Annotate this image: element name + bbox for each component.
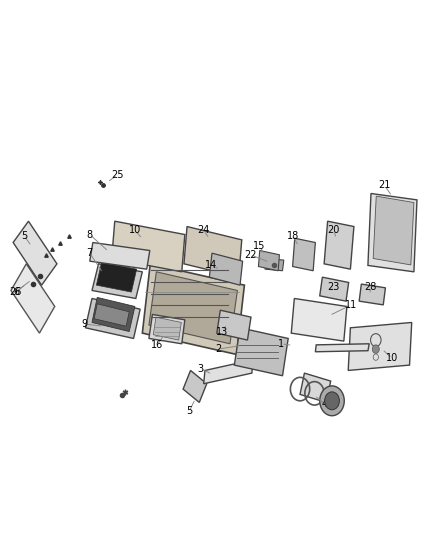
Text: 2: 2 [215, 344, 221, 354]
Polygon shape [359, 284, 385, 305]
Text: 23: 23 [328, 282, 340, 292]
Text: 13: 13 [216, 327, 229, 336]
Polygon shape [149, 272, 237, 344]
Circle shape [325, 392, 339, 410]
Text: 3: 3 [198, 364, 204, 374]
Text: 6: 6 [14, 287, 20, 297]
Polygon shape [112, 221, 185, 272]
Polygon shape [291, 298, 347, 341]
Polygon shape [13, 221, 57, 285]
Text: 26: 26 [9, 287, 21, 297]
Polygon shape [373, 196, 414, 265]
Polygon shape [153, 317, 181, 340]
Text: 1: 1 [278, 339, 284, 349]
Text: 21: 21 [378, 181, 391, 190]
Text: 20: 20 [328, 225, 340, 235]
Text: 16: 16 [151, 341, 163, 350]
Text: 25: 25 [111, 170, 124, 180]
Polygon shape [368, 193, 417, 272]
Text: 8: 8 [87, 230, 93, 239]
Polygon shape [96, 262, 137, 292]
Text: 5: 5 [21, 231, 27, 240]
Polygon shape [142, 264, 244, 354]
Polygon shape [204, 360, 253, 384]
Polygon shape [183, 370, 207, 402]
Polygon shape [92, 264, 142, 298]
Polygon shape [92, 297, 135, 332]
Text: 18: 18 [286, 231, 299, 240]
Circle shape [372, 345, 379, 353]
Polygon shape [348, 322, 412, 370]
Polygon shape [315, 344, 369, 352]
Text: 4: 4 [322, 399, 328, 409]
Polygon shape [149, 314, 185, 344]
Polygon shape [258, 251, 279, 271]
Polygon shape [209, 253, 243, 285]
Polygon shape [234, 328, 288, 376]
Text: 10: 10 [386, 353, 398, 363]
Text: 24: 24 [198, 225, 210, 235]
Circle shape [320, 386, 344, 416]
Text: 14: 14 [205, 261, 217, 270]
Polygon shape [293, 238, 315, 271]
Text: 5: 5 [186, 407, 192, 416]
Polygon shape [85, 298, 140, 338]
Polygon shape [11, 264, 55, 333]
Text: 11: 11 [345, 300, 357, 310]
Polygon shape [265, 259, 284, 271]
Polygon shape [320, 277, 349, 301]
Polygon shape [217, 310, 251, 340]
Text: 9: 9 [81, 319, 87, 329]
Text: 28: 28 [364, 282, 376, 292]
Polygon shape [324, 221, 354, 269]
Polygon shape [90, 243, 150, 269]
Polygon shape [94, 304, 129, 326]
Polygon shape [184, 227, 242, 277]
Polygon shape [300, 373, 331, 402]
Text: 15: 15 [253, 241, 265, 251]
Text: 22: 22 [244, 250, 257, 260]
Text: 7: 7 [87, 248, 93, 258]
Text: 10: 10 [129, 225, 141, 235]
